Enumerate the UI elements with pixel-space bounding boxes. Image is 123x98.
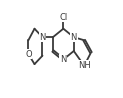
Text: N: N bbox=[71, 33, 77, 42]
Text: N: N bbox=[60, 55, 67, 64]
Text: Cl: Cl bbox=[59, 13, 68, 22]
Text: O: O bbox=[25, 50, 32, 59]
Text: N: N bbox=[39, 33, 46, 42]
Text: NH: NH bbox=[78, 61, 91, 70]
